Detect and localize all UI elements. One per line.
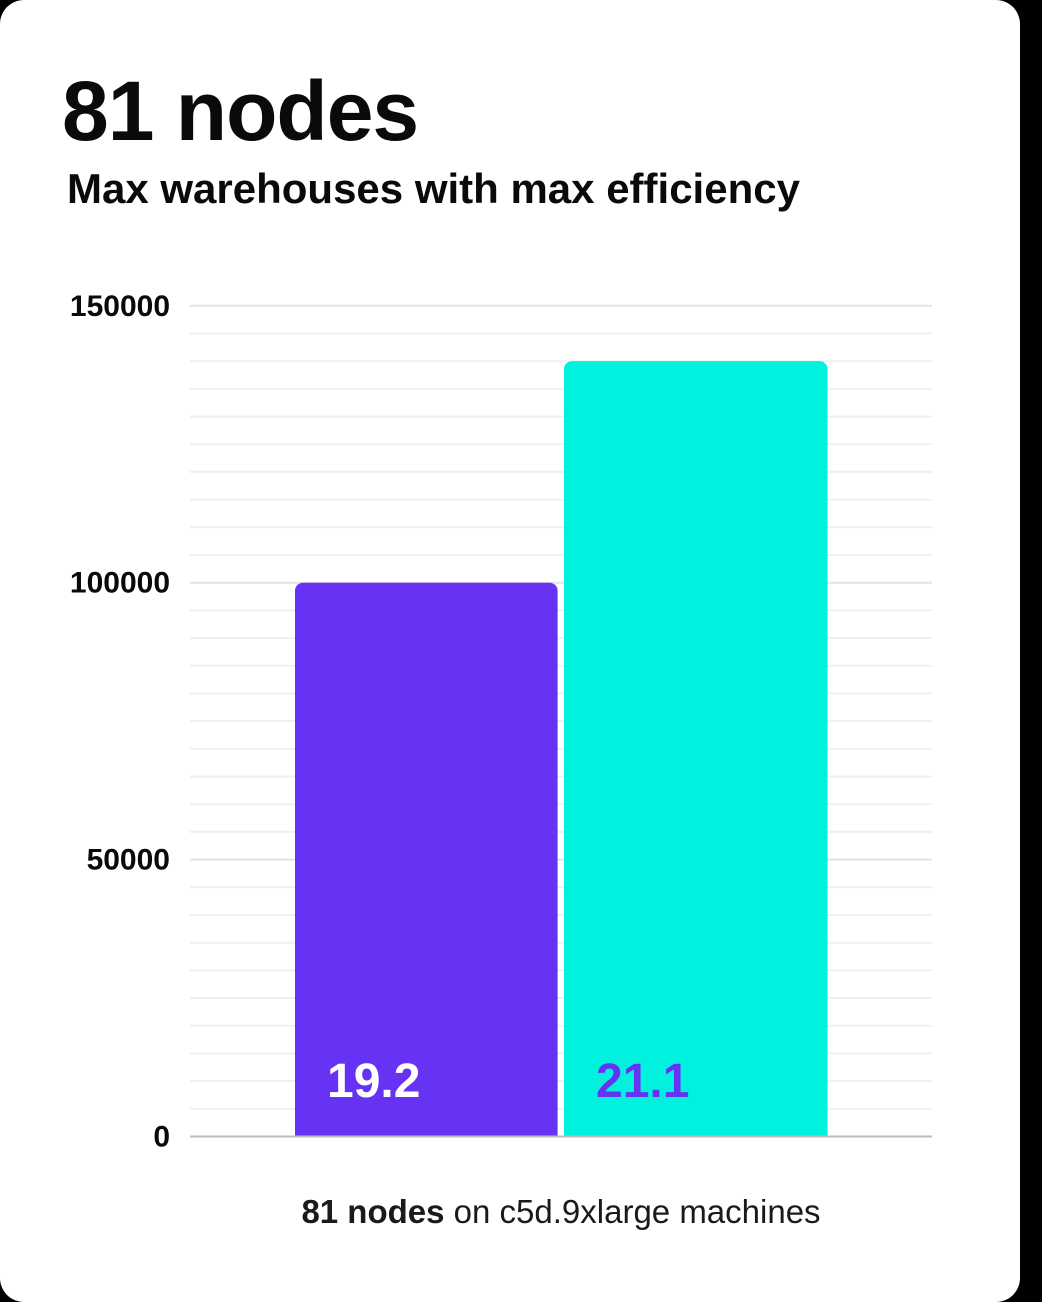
svg-text:19.2: 19.2 (327, 1055, 420, 1108)
svg-text:100000: 100000 (70, 567, 170, 600)
svg-text:50000: 50000 (87, 844, 170, 877)
svg-text:0: 0 (153, 1121, 170, 1154)
svg-text:21.1: 21.1 (596, 1055, 689, 1108)
svg-text:150000: 150000 (70, 290, 170, 323)
